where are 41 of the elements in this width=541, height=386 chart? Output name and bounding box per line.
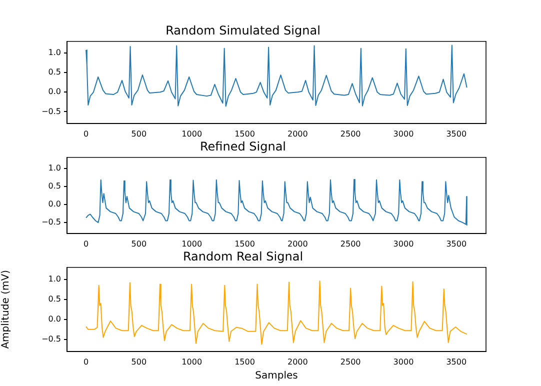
x-tick-label: 500 — [131, 357, 147, 366]
y-tick-label: −0.5 — [42, 218, 61, 227]
y-tick-label: 1.0 — [48, 274, 61, 284]
y-tick-label: 1.0 — [48, 48, 61, 58]
y-tick-label: −0.5 — [42, 106, 61, 116]
y-tick-label: 1.0 — [48, 163, 61, 172]
chart-title: Random Real Signal — [182, 249, 304, 264]
x-tick-label: 1000 — [182, 239, 202, 248]
x-tick-label: 3500 — [446, 357, 467, 366]
x-tick-label: 3000 — [393, 357, 414, 366]
x-tick-label: 3000 — [393, 129, 414, 138]
x-tick-label: 1500 — [234, 129, 255, 138]
x-tick-label: 2000 — [287, 239, 308, 248]
y-tick-label: 0.0 — [48, 314, 61, 324]
y-tick-label: 0.5 — [48, 294, 61, 304]
x-tick-label: 2000 — [287, 357, 308, 366]
x-tick-label: 2500 — [340, 239, 361, 248]
x-axis-title: Samples — [255, 370, 298, 382]
y-tick-label: 0.5 — [48, 181, 61, 190]
x-tick-label: 1500 — [234, 357, 255, 366]
x-tick-label: 0 — [84, 129, 89, 138]
x-tick-label: 0 — [84, 357, 89, 366]
y-tick-label: 0.5 — [48, 68, 61, 77]
chart-title: Random Simulated Signal — [166, 23, 320, 38]
x-tick-label: 3500 — [446, 129, 467, 138]
y-axis-title: Amplitude (mV) — [0, 270, 12, 349]
x-tick-label: 1000 — [182, 129, 202, 138]
x-tick-label: 3000 — [393, 239, 414, 248]
x-tick-label: 1500 — [234, 239, 255, 248]
y-tick-label: 0.0 — [48, 200, 61, 209]
x-tick-label: 2500 — [340, 129, 361, 138]
y-tick-label: −0.5 — [42, 334, 61, 344]
x-tick-label: 2500 — [340, 357, 361, 366]
y-tick-label: 0.0 — [48, 87, 61, 96]
x-tick-label: 500 — [131, 129, 147, 138]
x-tick-label: 500 — [131, 239, 147, 248]
x-tick-label: 2000 — [287, 129, 308, 138]
x-tick-label: 0 — [84, 239, 89, 248]
x-tick-label: 1000 — [182, 357, 202, 366]
chart-title: Refined Signal — [200, 139, 286, 154]
x-tick-label: 3500 — [446, 239, 467, 248]
